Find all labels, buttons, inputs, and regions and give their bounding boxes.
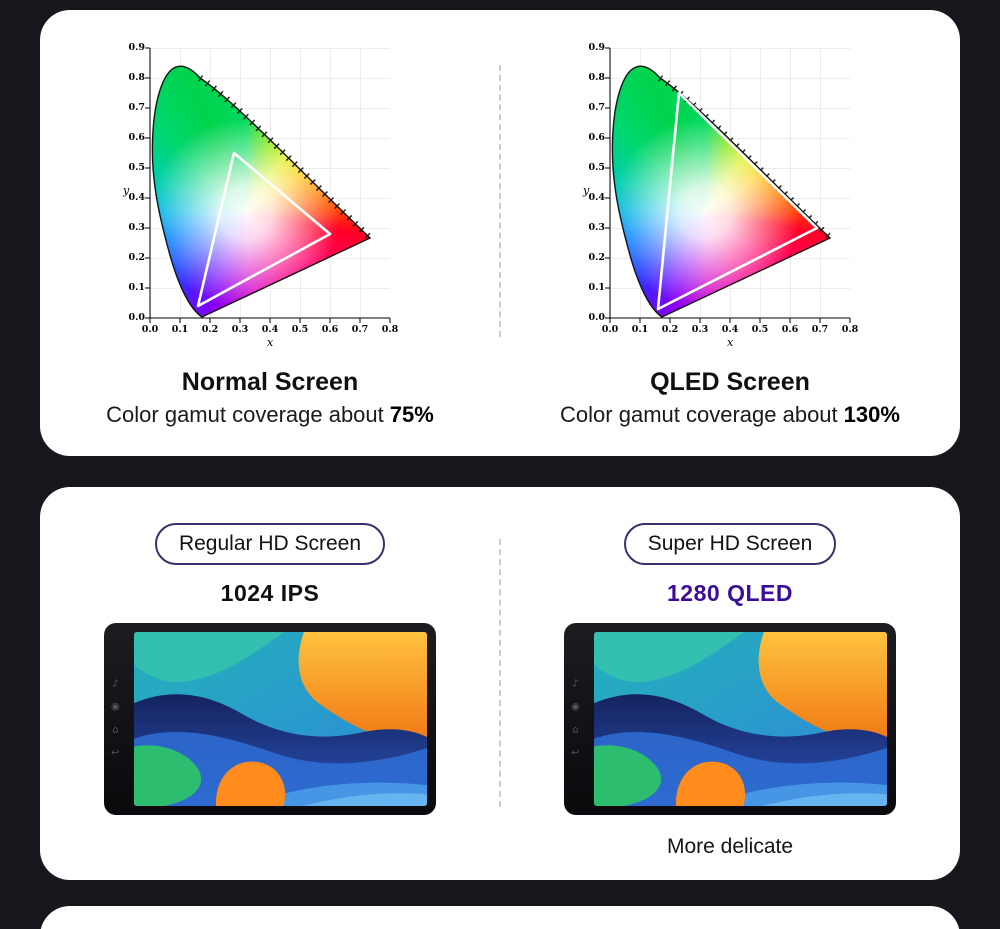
y-tick-label: 0.2 — [588, 252, 605, 263]
y-axis-label: y — [123, 184, 130, 197]
x-axis-label: x — [267, 336, 274, 349]
coverage-prefix: Color gamut coverage about — [106, 402, 384, 427]
y-tick-label: 0.1 — [588, 282, 605, 293]
gamut-triangle — [196, 151, 332, 308]
color-gamut-card: 0.0 0.1 0.2 0.3 0.4 0.5 0.6 0.7 0.8 0.0 0.1 0.2 0.3… — [40, 10, 960, 456]
more-delicate-caption: More delicate — [666, 835, 794, 858]
y-axis-label: y — [583, 184, 590, 197]
coverage-value: 130% — [843, 402, 900, 427]
gamut-coverage-text: Color gamut coverage about 130% — [560, 402, 900, 428]
x-tick-label: 0.5 — [291, 324, 309, 335]
back-icon: ↩ — [111, 747, 120, 759]
y-tick-label: 0.5 — [128, 162, 145, 173]
y-tick-label: 0.3 — [128, 222, 145, 233]
y-tick-label: 0.6 — [128, 132, 145, 143]
gamut-coverage-text: Color gamut coverage about 75% — [106, 402, 434, 428]
back-icon: ↩ — [571, 747, 580, 759]
x-tick-label: 0.0 — [601, 324, 619, 335]
y-tick-label: 0.7 — [128, 102, 145, 113]
chart-overlay — [605, 47, 851, 323]
x-tick-label: 0.2 — [201, 324, 219, 335]
y-tick-label: 0.5 — [588, 162, 605, 173]
screen-comparison-card: Regular HD Screen 1024 IPS ♪ ◉ ⌂ ↩ — [40, 487, 960, 880]
y-tick-label: 0.4 — [128, 192, 145, 203]
super-hd-badge: Super HD Screen — [623, 523, 837, 565]
x-tick-label: 0.4 — [261, 324, 279, 335]
regular-hd-column: Regular HD Screen 1024 IPS ♪ ◉ ⌂ ↩ — [40, 487, 500, 880]
resolution-label: 1024 IPS — [220, 580, 320, 606]
music-icon: ♪ — [112, 678, 119, 690]
regular-hd-badge: Regular HD Screen — [154, 523, 386, 565]
chart-title: Normal Screen — [181, 368, 359, 396]
y-tick-label: 0.3 — [588, 222, 605, 233]
x-tick-label: 0.3 — [231, 324, 249, 335]
car-stereo-device: ♪ ◉ ⌂ ↩ — [104, 623, 436, 815]
home-icon: ⌂ — [572, 724, 579, 736]
x-tick-label: 0.6 — [321, 324, 339, 335]
device-screen — [134, 632, 427, 806]
x-tick-label: 0.0 — [141, 324, 159, 335]
x-tick-label: 0.8 — [841, 324, 859, 335]
y-tick-label: 0.0 — [128, 312, 145, 323]
y-tick-label: 0.8 — [128, 72, 145, 83]
abstract-wallpaper — [134, 632, 427, 806]
qled-screen-column: 0.0 0.1 0.2 0.3 0.4 0.5 0.6 0.7 0.8 0.0 0.1 0.2 0.3… — [500, 10, 960, 456]
y-tick-label: 0.1 — [128, 282, 145, 293]
y-tick-label: 0.7 — [588, 102, 605, 113]
record-icon: ◉ — [571, 701, 580, 713]
dashed-divider — [499, 539, 501, 807]
y-tick-label: 0.9 — [588, 42, 605, 53]
home-icon: ⌂ — [112, 724, 119, 736]
gamut-triangle — [656, 91, 819, 311]
bezel-buttons: ♪ ◉ ⌂ ↩ — [111, 678, 120, 759]
abstract-wallpaper — [594, 632, 887, 806]
cie-chart-normal: 0.0 0.1 0.2 0.3 0.4 0.5 0.6 0.7 0.8 0.0 0.1 0.2 0.3… — [120, 38, 420, 350]
record-icon: ◉ — [111, 701, 120, 713]
coverage-value: 75% — [389, 402, 434, 427]
y-tick-label: 0.8 — [588, 72, 605, 83]
y-tick-label: 0.2 — [128, 252, 145, 263]
device-screen — [594, 632, 887, 806]
super-hd-column: Super HD Screen 1280 QLED ♪ ◉ ⌂ ↩ — [500, 487, 960, 880]
chart-title: QLED Screen — [650, 368, 810, 396]
x-tick-label: 0.8 — [381, 324, 399, 335]
y-tick-label: 0.9 — [128, 42, 145, 53]
bezel-buttons: ♪ ◉ ⌂ ↩ — [571, 678, 580, 759]
normal-screen-column: 0.0 0.1 0.2 0.3 0.4 0.5 0.6 0.7 0.8 0.0 0.1 0.2 0.3… — [40, 10, 500, 456]
dashed-divider — [499, 65, 501, 337]
y-tick-label: 0.0 — [588, 312, 605, 323]
x-tick-label: 0.7 — [811, 324, 829, 335]
x-tick-label: 0.6 — [781, 324, 799, 335]
cie-chart-qled: 0.0 0.1 0.2 0.3 0.4 0.5 0.6 0.7 0.8 0.0 0.1 0.2 0.3… — [580, 38, 880, 350]
music-icon: ♪ — [572, 678, 579, 690]
resolution-label: 1280 QLED — [667, 580, 793, 606]
coverage-prefix: Color gamut coverage about — [560, 402, 838, 427]
x-tick-label: 0.7 — [351, 324, 369, 335]
y-tick-label: 0.6 — [588, 132, 605, 143]
x-tick-label: 0.5 — [751, 324, 769, 335]
x-axis-label: x — [727, 336, 734, 349]
x-tick-label: 0.2 — [661, 324, 679, 335]
x-tick-label: 0.3 — [691, 324, 709, 335]
car-stereo-device: ♪ ◉ ⌂ ↩ — [564, 623, 896, 815]
x-tick-label: 0.1 — [631, 324, 649, 335]
next-section-card — [40, 906, 960, 929]
y-tick-label: 0.4 — [588, 192, 605, 203]
chart-overlay — [145, 47, 391, 323]
x-tick-label: 0.4 — [721, 324, 739, 335]
x-tick-label: 0.1 — [171, 324, 189, 335]
